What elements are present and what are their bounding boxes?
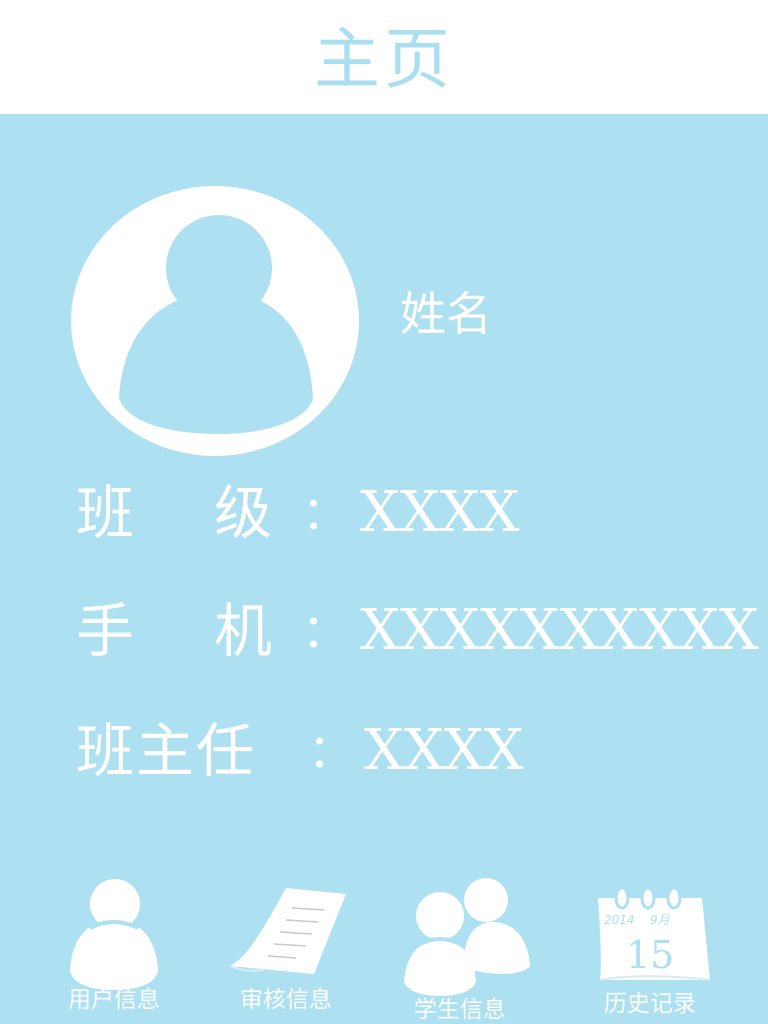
nav-review-info-label: 审核信息 [240, 987, 332, 1013]
class-value: XXXX [360, 480, 520, 545]
calendar-icon: 2014 9月 15 [598, 886, 711, 981]
calendar-month: 9月 [650, 913, 671, 927]
nav-history-label: 历史记录 [604, 991, 696, 1017]
calendar-year: 2014 [604, 913, 635, 927]
nav-history[interactable]: 2014 9月 15 历史记录 [570, 870, 730, 1024]
avatar[interactable] [71, 186, 359, 456]
nav-user-info-label: 用户信息 [68, 987, 160, 1013]
nav-user-info[interactable]: 用户信息 [34, 870, 194, 1024]
avatar-person-icon [119, 215, 313, 434]
class-colon: ： [302, 486, 348, 540]
phone-colon: ： [302, 604, 348, 658]
page-title: 主页 [314, 21, 454, 98]
nav-student-info[interactable]: 学生信息 [380, 870, 540, 1024]
head-teacher-colon: ： [308, 724, 354, 778]
user-icon [70, 879, 158, 990]
calendar-day: 15 [626, 933, 674, 977]
head-teacher-value: XXXX [364, 718, 524, 783]
phone-value: XXXXXXXXXX [360, 598, 759, 663]
nav-student-info-label: 学生信息 [414, 997, 506, 1023]
head-teacher-label: 班主任 [76, 717, 257, 785]
header-bar: 主页 [0, 0, 768, 114]
user-name-label: 姓名 [400, 287, 492, 341]
users-icon [404, 878, 530, 996]
class-label: 班 级 [76, 479, 272, 547]
phone-label: 手 机 [76, 597, 272, 665]
nav-review-info[interactable]: 审核信息 [206, 870, 366, 1024]
document-icon [229, 888, 346, 974]
